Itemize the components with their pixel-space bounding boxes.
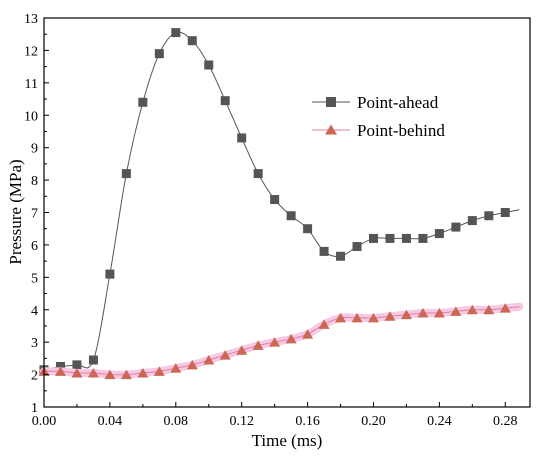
x-tick-label: 0.08 — [164, 414, 189, 429]
data-point-point-ahead — [253, 169, 263, 179]
legend: Point-ahead Point-behind — [312, 93, 445, 140]
data-point-point-behind — [318, 319, 330, 329]
data-point-point-behind — [252, 340, 264, 350]
data-point-point-ahead — [319, 246, 329, 256]
data-point-point-behind — [170, 363, 182, 373]
data-point-point-behind — [483, 304, 495, 315]
y-tick-label: 12 — [24, 44, 38, 59]
data-point-point-ahead — [385, 233, 395, 243]
y-tick-label: 8 — [31, 174, 38, 189]
data-point-point-ahead — [171, 28, 181, 38]
data-point-point-behind — [87, 367, 99, 378]
data-point-point-ahead — [121, 169, 131, 179]
x-axis-ticks: 0.00 0.04 0.08 0.12 0.16 0.20 0.24 0.28 — [32, 402, 518, 429]
y-tick-label: 13 — [24, 12, 38, 27]
data-point-point-behind — [302, 329, 314, 339]
x-tick-label: 0.24 — [427, 414, 452, 429]
data-point-point-behind — [351, 312, 363, 323]
data-point-point-behind — [269, 337, 281, 347]
data-point-point-ahead — [270, 195, 280, 205]
legend-label-point-behind: Point-behind — [357, 121, 445, 140]
y-axis-title: Pressure (MPa) — [6, 159, 25, 264]
data-point-point-ahead — [138, 97, 148, 107]
y-tick-label: 6 — [31, 239, 38, 254]
x-tick-label: 0.12 — [229, 414, 254, 429]
data-point-point-ahead — [88, 355, 98, 365]
legend-marker-point-behind — [325, 124, 337, 135]
legend-label-point-ahead: Point-ahead — [357, 93, 439, 112]
plot-content — [38, 28, 524, 380]
data-point-point-ahead — [418, 233, 428, 243]
data-point-point-ahead — [286, 211, 296, 221]
data-point-point-behind — [335, 312, 347, 323]
x-tick-label: 0.00 — [32, 414, 57, 429]
data-point-point-behind — [433, 307, 445, 318]
data-point-point-behind — [384, 311, 396, 321]
y-tick-label: 9 — [31, 142, 38, 157]
data-point-point-behind — [417, 307, 429, 318]
data-point-point-ahead — [154, 49, 164, 59]
data-point-point-ahead — [336, 251, 346, 261]
data-point-point-behind — [450, 306, 462, 316]
data-point-point-behind — [285, 333, 297, 344]
y-tick-label: 3 — [31, 336, 38, 351]
data-point-point-ahead — [368, 233, 378, 243]
y-tick-label: 7 — [31, 207, 38, 222]
x-tick-label: 0.28 — [493, 414, 518, 429]
data-point-point-ahead — [204, 60, 214, 70]
data-point-point-ahead — [237, 133, 247, 143]
data-point-point-behind — [219, 350, 231, 360]
data-point-point-behind — [466, 304, 478, 315]
x-tick-label: 0.04 — [98, 414, 123, 429]
y-tick-label: 5 — [31, 271, 38, 286]
data-point-point-ahead — [500, 208, 510, 217]
data-point-point-ahead — [72, 360, 82, 370]
y-tick-label: 1 — [31, 401, 38, 416]
data-point-point-behind — [186, 359, 198, 370]
legend-marker-point-ahead — [326, 97, 336, 107]
data-point-point-ahead — [220, 96, 230, 106]
data-point-point-behind — [236, 345, 248, 355]
data-point-point-behind — [120, 369, 132, 380]
data-point-point-ahead — [451, 222, 461, 232]
data-point-point-behind — [367, 312, 379, 323]
data-point-point-ahead — [303, 224, 313, 234]
series-line-point-behind — [43, 306, 520, 376]
series-line-point-ahead — [43, 31, 520, 371]
data-point-point-behind — [400, 309, 412, 320]
data-point-point-behind — [499, 303, 511, 313]
data-point-point-ahead — [434, 229, 444, 239]
data-point-point-behind — [153, 366, 165, 376]
x-axis-title: Time (ms) — [252, 431, 323, 450]
data-point-point-behind — [137, 367, 149, 378]
x-tick-label: 0.20 — [361, 414, 386, 429]
data-point-point-ahead — [352, 242, 362, 252]
y-tick-label: 10 — [24, 109, 38, 124]
data-point-point-ahead — [105, 269, 115, 279]
x-tick-label: 0.16 — [295, 414, 320, 429]
data-point-point-ahead — [401, 233, 411, 243]
data-point-point-behind — [54, 366, 66, 376]
y-tick-label: 11 — [25, 77, 38, 92]
data-point-point-ahead — [484, 211, 494, 221]
data-point-point-ahead — [467, 216, 477, 226]
y-tick-label: 2 — [31, 369, 38, 384]
data-point-point-behind — [104, 369, 116, 380]
data-point-point-ahead — [187, 36, 197, 46]
y-tick-label: 4 — [31, 304, 38, 319]
data-point-point-behind — [71, 367, 83, 378]
data-point-point-behind — [203, 354, 215, 365]
